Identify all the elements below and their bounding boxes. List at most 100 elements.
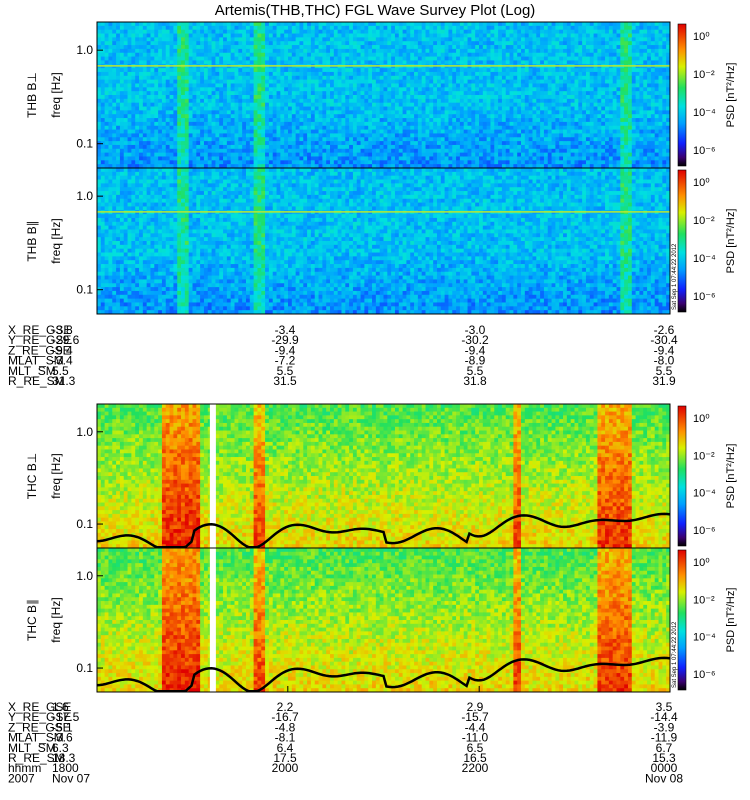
heat-cell [127, 45, 132, 50]
heat-cell [436, 52, 442, 57]
heat-cell [322, 87, 327, 92]
heat-cell [116, 129, 121, 134]
heat-cell [288, 79, 293, 84]
heat-cell [161, 110, 167, 115]
heat-cell [349, 129, 354, 134]
heat-cell [276, 79, 281, 84]
heat-cell [349, 91, 354, 96]
heat-cell [253, 48, 258, 54]
heat-cell [154, 71, 159, 77]
heat-cell [257, 129, 262, 134]
heat-cell [318, 133, 323, 138]
heat-cell [528, 33, 533, 38]
heat-cell [226, 160, 232, 165]
heat-cell [574, 152, 579, 157]
heat-cell [326, 75, 331, 81]
heat-cell [436, 144, 442, 150]
heat-cell [383, 133, 388, 138]
heat-cell [223, 79, 228, 84]
heat-cell [417, 75, 423, 81]
heat-cell [383, 29, 388, 34]
heat-cell [238, 45, 243, 50]
heat-cell [391, 102, 396, 107]
heat-cell [318, 87, 323, 92]
heat-cell [372, 71, 377, 77]
heat-cell [421, 29, 426, 34]
heat-cell [425, 68, 430, 73]
heat-cell [593, 102, 598, 107]
heat-cell [272, 48, 277, 54]
heat-cell [238, 160, 243, 165]
heat-cell [184, 110, 190, 115]
heat-cell [467, 106, 472, 111]
heat-cell [188, 148, 193, 154]
heat-cell [314, 164, 319, 169]
heat-cell [433, 164, 438, 169]
heat-cell [211, 114, 216, 119]
heat-cell [547, 114, 552, 119]
heat-cell [173, 148, 178, 154]
heat-cell [169, 68, 174, 73]
heat-cell [475, 75, 480, 81]
heat-cell [410, 25, 415, 31]
heat-cell [268, 75, 274, 81]
heat-cell [123, 68, 128, 73]
heat-cell [559, 87, 564, 92]
heat-cell [436, 75, 442, 81]
heat-cell [112, 106, 117, 111]
heat-cell [142, 56, 148, 61]
heat-cell [253, 102, 258, 107]
heat-cell [184, 87, 190, 92]
heat-cell [364, 56, 369, 61]
heat-cell [112, 125, 117, 130]
heat-cell [471, 60, 476, 65]
heat-cell [284, 102, 289, 107]
heat-cell [372, 37, 377, 42]
heat-cell [547, 45, 552, 50]
heat-cell [585, 114, 591, 119]
heat-cell [265, 133, 270, 138]
heat-cell [452, 95, 457, 100]
heat-cell [547, 133, 552, 138]
heat-cell [417, 141, 423, 146]
heat-cell [498, 98, 503, 104]
heat-cell [280, 133, 285, 138]
heat-cell [326, 87, 331, 92]
heat-cell [330, 125, 335, 130]
heat-cell [436, 121, 442, 127]
heat-cell [261, 148, 266, 154]
heat-cell [494, 141, 499, 146]
heat-cell [100, 25, 106, 31]
heat-cell [188, 25, 193, 31]
heat-cell [540, 45, 545, 50]
heat-cell [372, 91, 377, 96]
heat-cell [303, 164, 308, 169]
heat-cell [524, 110, 530, 115]
heat-cell [536, 125, 541, 130]
heat-cell [238, 118, 243, 123]
heat-cell [165, 33, 170, 38]
heat-cell [295, 114, 300, 119]
heat-cell [566, 33, 572, 38]
heat-cell [211, 45, 216, 50]
heat-cell [284, 37, 289, 42]
heat-cell [238, 75, 243, 81]
heat-cell [307, 29, 312, 34]
heat-cell [97, 87, 102, 92]
heat-cell [161, 37, 167, 42]
heat-cell [261, 133, 266, 138]
heat-cell [154, 102, 159, 107]
heat-cell [372, 152, 377, 157]
heat-cell [249, 114, 255, 119]
heat-cell [131, 133, 136, 138]
heat-cell [330, 137, 335, 142]
heat-cell [341, 83, 346, 88]
heat-cell [322, 141, 327, 146]
heat-cell [521, 75, 526, 81]
heat-cell [203, 95, 209, 100]
heat-cell [356, 48, 361, 54]
heat-cell [249, 118, 255, 123]
heat-cell [585, 141, 591, 146]
heat-cell [341, 25, 346, 31]
heat-cell [471, 79, 476, 84]
